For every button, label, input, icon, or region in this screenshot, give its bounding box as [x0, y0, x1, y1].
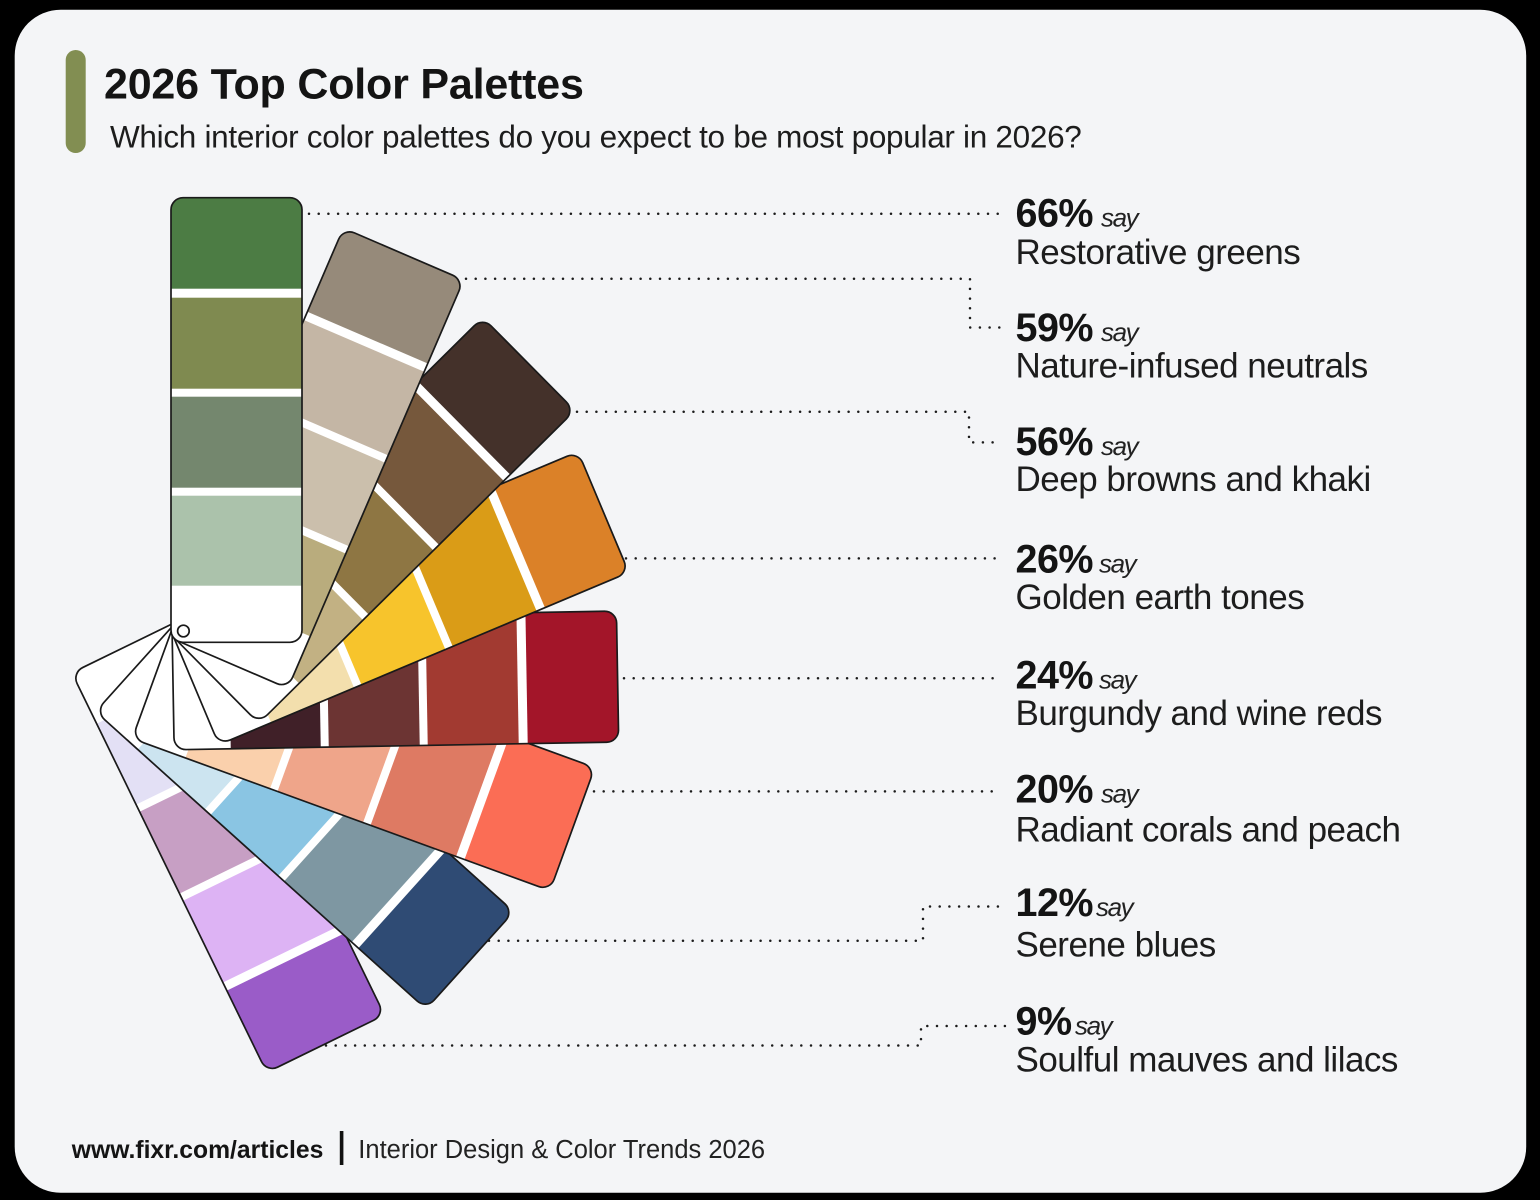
svg-text:Serene blues: Serene blues	[1016, 926, 1216, 965]
svg-text:56%: 56%	[1016, 420, 1094, 464]
svg-text:say: say	[1101, 779, 1141, 809]
svg-text:2026 Top Color Palettes: 2026 Top Color Palettes	[104, 60, 584, 108]
svg-text:Soulful mauves and lilacs: Soulful mauves and lilacs	[1016, 1041, 1398, 1080]
svg-text:Burgundy and wine reds: Burgundy and wine reds	[1016, 694, 1382, 733]
svg-text:59%: 59%	[1016, 306, 1094, 350]
svg-text:9%: 9%	[1016, 1000, 1072, 1044]
svg-text:Restorative greens: Restorative greens	[1016, 233, 1301, 272]
svg-text:24%: 24%	[1016, 654, 1094, 698]
svg-text:Which interior color palettes: Which interior color palettes do you exp…	[110, 118, 1082, 154]
svg-text:say: say	[1075, 1011, 1115, 1041]
svg-text:say: say	[1101, 317, 1141, 347]
svg-text:Golden earth tones: Golden earth tones	[1016, 578, 1305, 617]
svg-text:www.fixr.com/articles: www.fixr.com/articles	[71, 1137, 324, 1164]
svg-text:Radiant corals and peach: Radiant corals and peach	[1016, 811, 1401, 850]
svg-text:Deep browns and khaki: Deep browns and khaki	[1016, 460, 1371, 499]
svg-text:Interior Design & Color Trends: Interior Design & Color Trends 2026	[358, 1136, 765, 1164]
svg-text:say: say	[1096, 892, 1136, 922]
svg-text:Nature-infused neutrals: Nature-infused neutrals	[1016, 346, 1368, 385]
svg-text:say: say	[1099, 665, 1139, 695]
svg-text:12%: 12%	[1016, 881, 1094, 925]
svg-text:say: say	[1101, 431, 1141, 461]
svg-text:say: say	[1101, 203, 1141, 233]
svg-text:say: say	[1099, 549, 1139, 579]
svg-text:66%: 66%	[1016, 192, 1094, 236]
svg-text:26%: 26%	[1016, 538, 1094, 582]
svg-text:20%: 20%	[1016, 768, 1094, 812]
